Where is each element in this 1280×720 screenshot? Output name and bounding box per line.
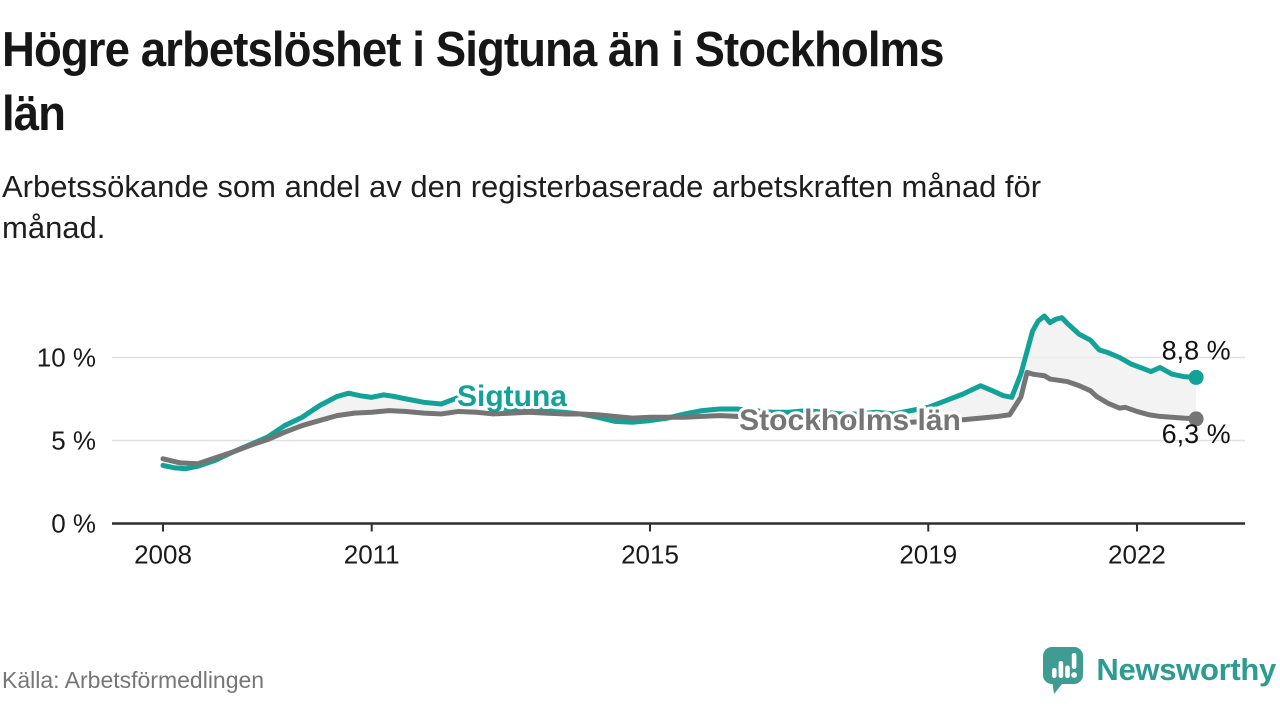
newsworthy-logo: Newsworthy: [1041, 645, 1276, 695]
series-inline-label-sigtuna: Sigtuna: [457, 380, 567, 413]
series-end-dot-stockholms-lan: [1188, 411, 1204, 427]
series-line-sigtuna: [160, 313, 1199, 472]
y-tick-label: 5 %: [51, 426, 96, 456]
x-tick-label: 2008: [134, 540, 192, 570]
page-subtitle-line2: månad.: [2, 210, 106, 245]
x-tick-label: 2015: [621, 540, 679, 570]
source-label: Källa: Arbetsförmedlingen: [2, 667, 265, 693]
x-tick-label: 2022: [1108, 540, 1166, 570]
y-tick-label: 10 %: [37, 343, 96, 373]
series-end-label-stockholms-lan: 6,3 %: [1162, 419, 1231, 449]
page-title-line2: län: [2, 87, 66, 141]
y-tick-label: 0 %: [51, 509, 96, 539]
newsworthy-logo-text: Newsworthy: [1096, 652, 1276, 687]
between-series-fill: [163, 316, 1197, 469]
series-end-dot-sigtuna: [1188, 369, 1204, 385]
series-end-label-sigtuna: 8,8 %: [1162, 335, 1231, 365]
series-inline-label-stockholms-lan: Stockholms län: [739, 404, 961, 437]
series-line-stockholms-lan: [160, 369, 1199, 467]
x-tick-label: 2019: [899, 540, 957, 570]
page-subtitle-line1: Arbetssökande som andel av den registerb…: [2, 169, 1042, 204]
page-title-line1: Högre arbetslöshet i Sigtuna än i Stockh…: [2, 23, 944, 77]
newsworthy-logo-icon: [1043, 647, 1084, 694]
x-tick-label: 2011: [344, 540, 400, 570]
